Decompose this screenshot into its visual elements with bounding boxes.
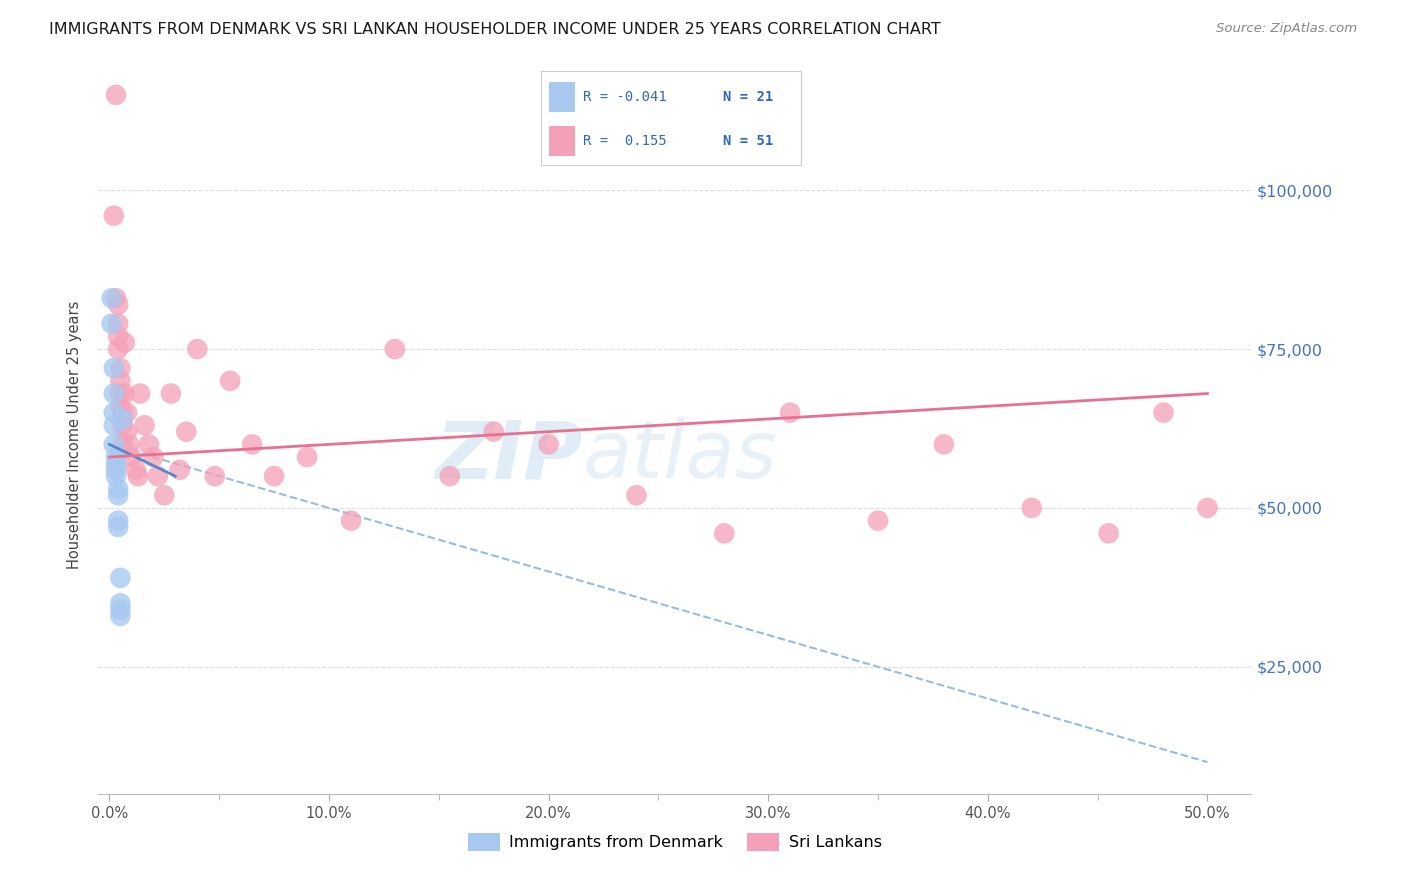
Point bbox=[107, 317, 129, 331]
Point bbox=[100, 291, 122, 305]
Point bbox=[142, 450, 165, 464]
Point bbox=[111, 799, 134, 814]
Point bbox=[104, 291, 127, 305]
Point bbox=[169, 463, 191, 477]
Point bbox=[125, 463, 148, 477]
Point bbox=[263, 469, 285, 483]
Point bbox=[104, 469, 127, 483]
Point bbox=[866, 514, 889, 528]
Point bbox=[104, 457, 127, 471]
Legend: Immigrants from Denmark, Sri Lankans: Immigrants from Denmark, Sri Lankans bbox=[461, 827, 889, 858]
Point bbox=[779, 406, 801, 420]
Y-axis label: Householder Income Under 25 years: Householder Income Under 25 years bbox=[67, 301, 83, 569]
Point bbox=[115, 406, 138, 420]
Point bbox=[103, 209, 125, 223]
Point bbox=[104, 450, 127, 464]
Text: Source: ZipAtlas.com: Source: ZipAtlas.com bbox=[1216, 22, 1357, 36]
Point bbox=[110, 386, 132, 401]
Point bbox=[1197, 500, 1219, 515]
Point bbox=[111, 418, 134, 433]
Point bbox=[114, 386, 136, 401]
Bar bbox=[550, 82, 575, 112]
Point bbox=[110, 374, 132, 388]
Point bbox=[110, 361, 132, 376]
Point bbox=[482, 425, 505, 439]
Text: IMMIGRANTS FROM DENMARK VS SRI LANKAN HOUSEHOLDER INCOME UNDER 25 YEARS CORRELAT: IMMIGRANTS FROM DENMARK VS SRI LANKAN HO… bbox=[49, 22, 941, 37]
Point bbox=[103, 386, 125, 401]
Point bbox=[114, 335, 136, 350]
Point bbox=[153, 488, 176, 502]
Text: N = 21: N = 21 bbox=[724, 90, 773, 103]
Text: N = 51: N = 51 bbox=[724, 134, 773, 148]
Point bbox=[537, 437, 560, 451]
Point bbox=[107, 329, 129, 343]
Point bbox=[626, 488, 648, 502]
Point bbox=[204, 469, 226, 483]
Point bbox=[219, 374, 242, 388]
Point bbox=[110, 609, 132, 624]
Point bbox=[1097, 526, 1119, 541]
Point bbox=[295, 450, 318, 464]
Point bbox=[103, 437, 125, 451]
Point bbox=[118, 437, 141, 451]
Point bbox=[115, 425, 138, 439]
Point bbox=[107, 342, 129, 356]
Text: R = -0.041: R = -0.041 bbox=[583, 90, 666, 103]
Point bbox=[111, 406, 134, 420]
Point bbox=[107, 520, 129, 534]
Point bbox=[1021, 500, 1043, 515]
Point bbox=[110, 399, 132, 413]
Point bbox=[240, 437, 263, 451]
Text: R =  0.155: R = 0.155 bbox=[583, 134, 666, 148]
Point bbox=[110, 602, 132, 616]
Point bbox=[103, 361, 125, 376]
Point bbox=[713, 526, 735, 541]
Point bbox=[111, 412, 134, 426]
Point bbox=[110, 596, 132, 610]
Point bbox=[932, 437, 955, 451]
Bar bbox=[550, 126, 575, 156]
Point bbox=[107, 488, 129, 502]
Point bbox=[107, 482, 129, 496]
Point bbox=[104, 463, 127, 477]
Point bbox=[127, 469, 149, 483]
Point bbox=[186, 342, 208, 356]
Point bbox=[107, 514, 129, 528]
Point bbox=[107, 297, 129, 311]
Point bbox=[129, 386, 152, 401]
Point bbox=[384, 342, 406, 356]
Point bbox=[160, 386, 183, 401]
Point bbox=[146, 469, 169, 483]
Point bbox=[134, 418, 156, 433]
Point bbox=[111, 437, 134, 451]
Point bbox=[100, 317, 122, 331]
Text: atlas: atlas bbox=[582, 417, 778, 495]
Point bbox=[104, 87, 127, 102]
Point bbox=[174, 425, 197, 439]
Point bbox=[138, 437, 160, 451]
Point bbox=[110, 571, 132, 585]
Point bbox=[120, 450, 142, 464]
Point bbox=[439, 469, 461, 483]
Point bbox=[103, 418, 125, 433]
Point bbox=[340, 514, 363, 528]
Text: ZIP: ZIP bbox=[436, 417, 582, 495]
Point bbox=[103, 406, 125, 420]
Point bbox=[1153, 406, 1175, 420]
